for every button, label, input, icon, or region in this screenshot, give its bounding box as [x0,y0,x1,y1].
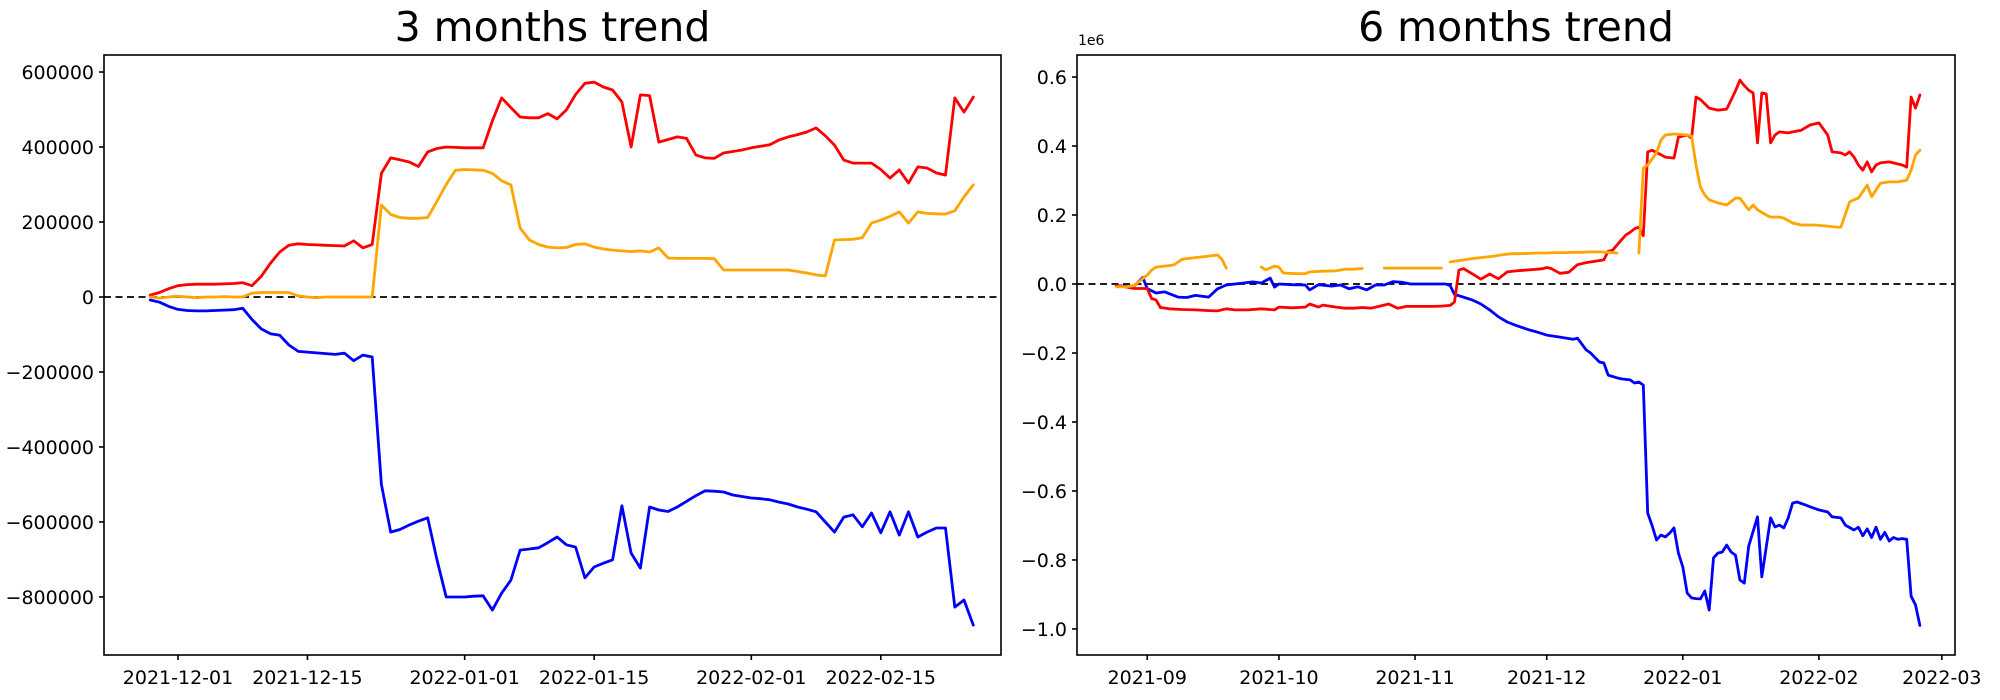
x-tick-label: 2022-02 [1779,667,1858,689]
chart-6-months-trend: 2021-09 2021-10 2021-11 2021-12 2022-01 2022-… [1021,54,1982,689]
y-tick-label: 0 [82,287,94,309]
x-tick-label: 2022-02-01 [696,667,806,689]
y-tick-label: 400000 [21,137,94,159]
x-tick-label: 2022-01-15 [539,667,649,689]
plot-frame [1076,54,1956,656]
y-tick-label: 0.2 [1037,205,1067,227]
red-series-line [1115,78,1922,313]
y-tick-label: 0.6 [1037,67,1067,89]
y-axis-offset-label: 1e6 [1078,33,1105,49]
y-tick-label: −1.0 [1021,619,1067,641]
orange-series-line [148,168,975,300]
y-tick-label: 200000 [21,212,94,234]
x-tick-label: 2021-12 [1507,667,1586,689]
x-tick-label: 2021-09 [1108,667,1187,689]
chart-title-6-months: 6 months trend [1358,3,1674,51]
chart-3-months-trend: 2021-12-01 2021-12-15 2022-01-01 2022-01-15… [6,54,1002,689]
red-series-line [148,80,975,297]
y-tick-label: 0.4 [1037,136,1067,158]
y-tick-label: −0.6 [1021,481,1067,503]
y-tick-label: −600000 [6,512,94,534]
y-tick-label: −200000 [6,362,94,384]
x-tick-label: 2021-10 [1239,667,1318,689]
y-tick-label: −400000 [6,437,94,459]
y-tick-label: 0.0 [1037,274,1067,296]
blue-series-line [1115,276,1922,627]
orange-series-line [1115,132,1922,289]
x-tick-label: 2021-12-15 [252,667,362,689]
chart-title-3-months: 3 months trend [394,3,711,51]
x-tick-label: 2022-01-01 [409,667,519,689]
y-tick-label: −0.2 [1021,343,1067,365]
x-tick-label: 2022-01 [1643,667,1722,689]
y-tick-label: −0.8 [1021,550,1067,572]
x-tick-label: 2022-02-15 [826,667,936,689]
x-tick-label: 2021-12-01 [123,667,233,689]
y-tick-label: 600000 [21,62,94,84]
x-tick-label: 2021-11 [1375,667,1454,689]
blue-series-line [148,298,975,627]
y-tick-label: −0.4 [1021,412,1067,434]
x-tick-label: 2022-03 [1902,667,1981,689]
y-tick-label: −800000 [6,587,94,609]
plot-frame [103,54,1002,656]
